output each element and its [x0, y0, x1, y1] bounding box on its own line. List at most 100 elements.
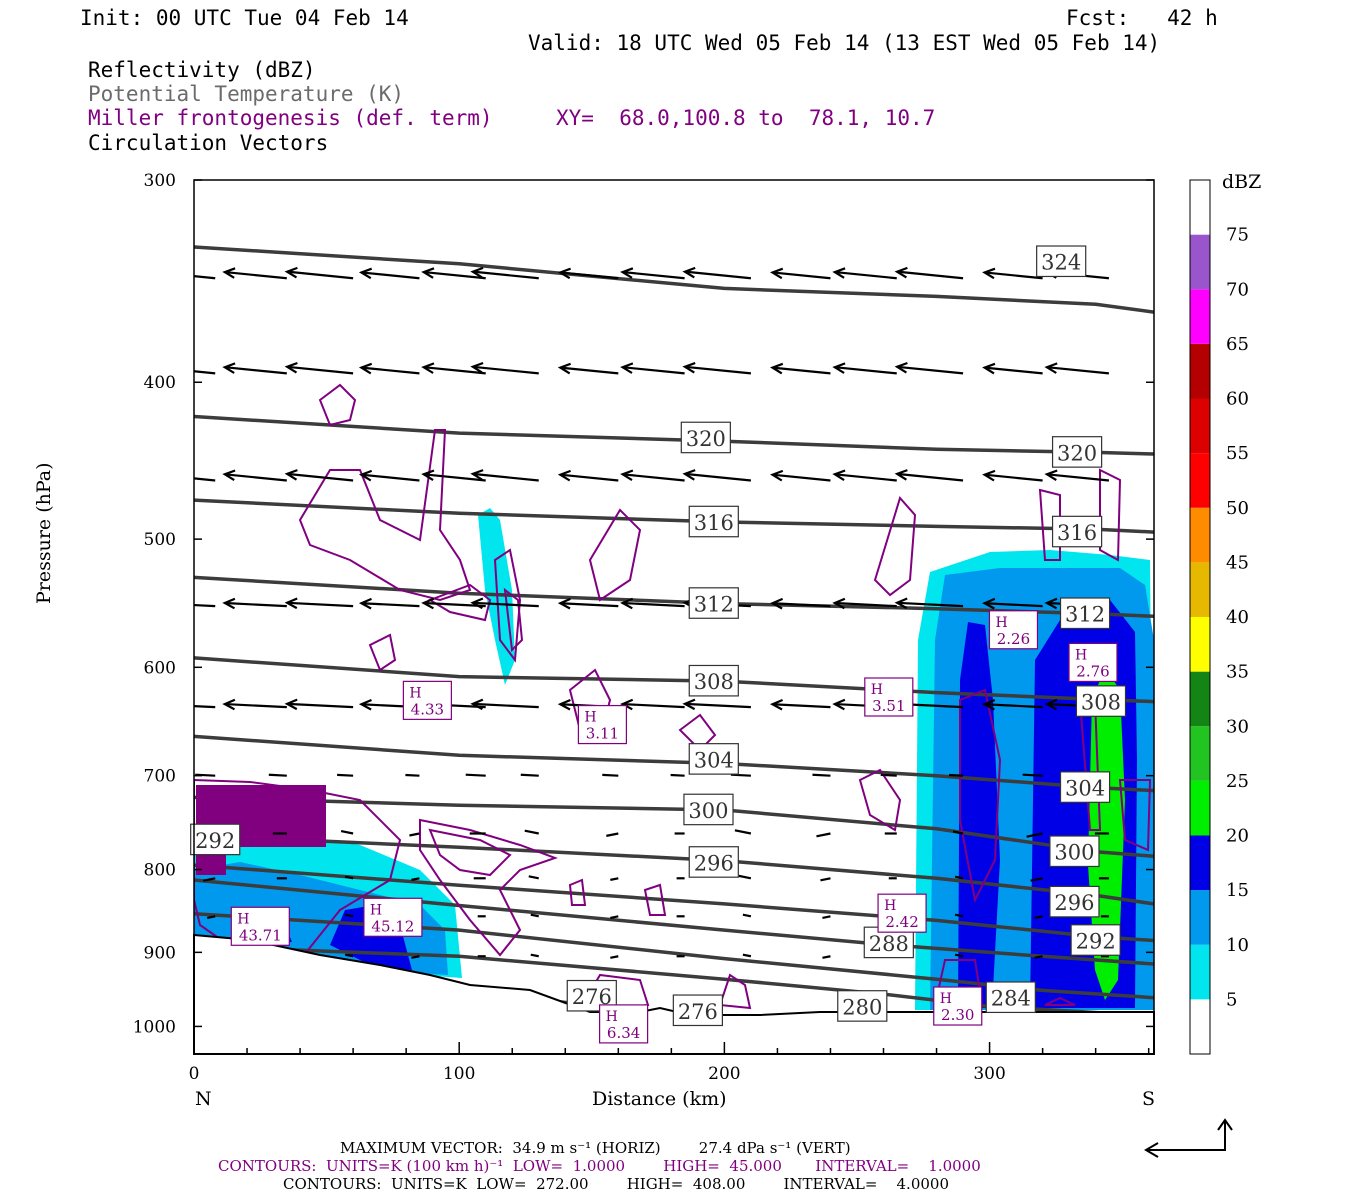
footer-fronto-contours: CONTOURS: UNITS=K (100 km h)⁻¹ LOW= 1.00…	[218, 1157, 981, 1175]
circulation-vector	[361, 602, 420, 608]
circulation-vector	[423, 601, 486, 608]
circulation-vector	[465, 773, 486, 777]
theta-label-276: 276	[672, 994, 723, 1027]
forecast-hour: Fcst: 42 h	[1066, 6, 1218, 30]
circulation-vector	[194, 275, 216, 280]
colorbar-swatch	[1190, 289, 1210, 344]
circulation-vector-head	[557, 469, 571, 482]
colorbar-level-label: 45	[1226, 552, 1249, 573]
fronto-contour	[718, 973, 752, 1010]
circulation-vector	[344, 953, 354, 958]
fronto-max-value: 45.12	[371, 917, 414, 935]
reflectivity-colorbar: 5 10 15 20 25 30 35 40 45 50 55 60 65 70 75	[1189, 179, 1249, 1055]
colorbar-level-label: 35	[1226, 662, 1249, 683]
colorbar-swatch	[1190, 617, 1210, 672]
circulation-vector	[820, 877, 831, 882]
circulation-vector	[224, 270, 287, 280]
valid-time: Valid: 18 UTC Wed 05 Feb 14 (13 EST Wed …	[528, 31, 1161, 55]
circulation-vector	[984, 703, 1043, 709]
circulation-vector-head	[982, 597, 996, 610]
circulation-vector	[734, 829, 752, 835]
theta-label-300: 300	[683, 793, 734, 826]
theta-contour-320	[194, 414, 1154, 456]
colorbar-level-label: 30	[1226, 716, 1249, 737]
colorbar-swatch	[1190, 398, 1210, 454]
fronto-contour	[318, 383, 357, 427]
x-tick-label: 0	[189, 1064, 200, 1084]
circulation-vector	[684, 270, 752, 280]
circulation-vector-head	[421, 597, 435, 610]
fronto-contour	[493, 548, 522, 663]
circulation-vector-head	[894, 266, 908, 279]
theta-label-312-box	[688, 587, 739, 619]
circulation-vector	[423, 270, 486, 280]
theta-label-320-box	[1051, 436, 1103, 468]
circulation-vector-head	[421, 469, 435, 482]
legend-frontogenesis: Miller frontogenesis (def. term)	[88, 106, 493, 130]
colorbar-swatch	[1190, 944, 1210, 1000]
legend-theta: Potential Temperature (K)	[88, 82, 405, 106]
fronto-max-value: 3.51	[872, 697, 905, 715]
theta-label-324-box	[1036, 245, 1087, 278]
circulation-vector-head	[769, 597, 784, 610]
theta-label-296: 296	[1049, 885, 1100, 918]
colorbar-swatch	[1190, 507, 1210, 563]
circulation-vector	[772, 602, 831, 608]
footer-theta-contours: CONTOURS: UNITS=K LOW= 272.00 HIGH= 408.…	[283, 1175, 949, 1193]
circulation-vector	[361, 366, 420, 375]
y-tick-label: 800	[144, 861, 176, 881]
theta-label-324: 324	[1036, 245, 1087, 278]
circulation-vector	[670, 773, 685, 777]
circulation-vector-head	[358, 698, 372, 711]
circulation-vector	[1034, 955, 1043, 959]
cross-section-endpoints: XY= 68.0,100.8 to 78.1, 10.7	[556, 106, 936, 130]
fronto-max-box	[1068, 642, 1118, 683]
circulation-vector-head	[421, 267, 435, 279]
y-tick-label: 1000	[133, 1017, 176, 1037]
circulation-vector	[423, 473, 486, 482]
fronto-max-value: 2.42	[885, 913, 918, 931]
circulation-vector	[606, 832, 619, 837]
y-tick-label: 900	[144, 943, 176, 963]
circulation-vector	[287, 472, 354, 482]
circulation-vector-head	[157, 364, 167, 374]
fronto-max-box	[230, 906, 290, 946]
colorbar-level-label: 40	[1226, 607, 1249, 628]
theta-label-296: 296	[688, 846, 739, 878]
circulation-vector	[524, 829, 539, 835]
circulation-vector	[472, 472, 539, 482]
theta-label-296-box	[688, 846, 739, 878]
legend-reflectivity: Reflectivity (dBZ)	[88, 58, 316, 82]
circulation-vector-head	[557, 597, 571, 610]
theta-label-280-box	[837, 990, 888, 1022]
circulation-vector	[880, 773, 897, 777]
circulation-vector	[194, 477, 216, 482]
y-tick-label: 700	[144, 767, 176, 787]
fronto-max-label: H3.11	[577, 704, 627, 745]
circulation-vector-head	[470, 266, 484, 279]
colorbar-swatch	[1190, 780, 1210, 836]
theta-label-308-box	[1075, 685, 1127, 717]
colorbar-swatch	[1190, 671, 1210, 727]
theta-label-320-box	[680, 421, 731, 454]
circulation-vector-head	[557, 362, 571, 375]
theta-label-292: 292	[1070, 924, 1121, 956]
fronto-contour	[1044, 996, 1076, 1006]
theta-label-300-text: 300	[1054, 841, 1094, 865]
circulation-vector	[520, 773, 539, 777]
fronto-contour	[298, 429, 472, 602]
fronto-contour	[1038, 488, 1061, 561]
fronto-max-box	[933, 986, 983, 1026]
circulation-vector-head	[470, 361, 484, 374]
fronto-max-label: H2.76	[1068, 642, 1118, 683]
circulation-vector	[984, 271, 1043, 280]
circulation-vector	[984, 366, 1043, 375]
theta-label-312: 312	[1059, 597, 1111, 630]
circulation-vector-head	[894, 361, 908, 374]
circulation-vector	[954, 953, 964, 958]
circulation-vector-head	[284, 266, 298, 279]
circulation-vector-head	[620, 362, 634, 374]
circulation-vector	[834, 366, 897, 375]
colorbar-level-label: 70	[1226, 279, 1249, 300]
circulation-vector-head	[358, 597, 372, 610]
